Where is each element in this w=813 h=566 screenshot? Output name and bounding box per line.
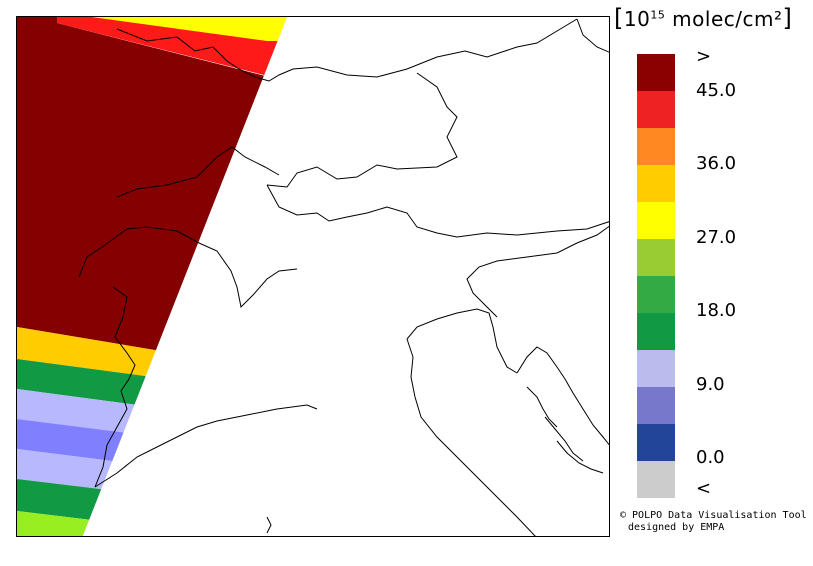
borders xyxy=(78,18,609,536)
legend-swatch-8 xyxy=(637,350,675,387)
border-swiss-west xyxy=(78,226,298,309)
legend-label-9: 9.0 xyxy=(696,374,725,395)
croatian-islands-2 xyxy=(544,416,584,462)
legend-swatch-10 xyxy=(637,424,675,461)
swath-band-dark-red xyxy=(17,17,287,377)
legend-unit-text: molec/cm² xyxy=(665,7,783,31)
border-france-italy xyxy=(94,286,136,488)
map-frame xyxy=(16,16,610,537)
legend-label-36: 36.0 xyxy=(696,153,737,174)
border-swiss-south xyxy=(266,184,609,238)
legend-swatch-7 xyxy=(637,313,675,350)
map-canvas xyxy=(17,17,609,536)
corsica-tip xyxy=(266,516,272,534)
legend-label-18: 18.0 xyxy=(696,300,737,321)
legend-swatch-0 xyxy=(637,54,675,91)
legend-swatch-5 xyxy=(637,239,675,276)
legend-swatch-3 xyxy=(637,165,675,202)
border-swiss-north xyxy=(116,146,280,198)
coast-adriatic-north xyxy=(406,308,518,374)
legend-unit-exponent: 15 xyxy=(650,8,666,22)
border-germany-austria xyxy=(266,72,458,188)
legend-swatch-11 xyxy=(637,461,675,498)
border-east-austria xyxy=(576,18,609,53)
coast-ligurian xyxy=(94,404,318,488)
croatian-islands-3 xyxy=(556,440,604,474)
legend-swatch-2 xyxy=(637,128,675,165)
legend-bracket-open: [ xyxy=(614,4,624,32)
legend-swatch-1 xyxy=(637,91,675,128)
legend-unit-base: 10 xyxy=(623,7,651,31)
croatian-islands-1 xyxy=(526,386,558,428)
legend-bracket-close: ] xyxy=(782,4,793,32)
legend-swatch-9 xyxy=(637,387,675,424)
credit-line-2: designed by EMPA xyxy=(628,522,725,533)
legend-swatch-6 xyxy=(637,276,675,313)
legend-swatch-4 xyxy=(637,202,675,239)
legend-label-45: 45.0 xyxy=(696,80,737,101)
legend-label-over: > xyxy=(696,46,712,67)
satellite-swath xyxy=(17,17,287,536)
color-legend-bar xyxy=(637,54,675,498)
border-slovenia xyxy=(466,225,609,318)
legend-label-0: 0.0 xyxy=(696,447,725,468)
legend-label-under: < xyxy=(696,478,712,499)
legend-unit-title: [1015 molec/cm²] xyxy=(614,4,792,32)
border-north xyxy=(116,18,578,82)
coast-adriatic-west xyxy=(406,338,536,536)
credit-line-1: © POLPO Data Visualisation Tool xyxy=(620,510,807,521)
legend-label-27: 27.0 xyxy=(696,227,737,248)
coast-croatia xyxy=(516,346,609,446)
